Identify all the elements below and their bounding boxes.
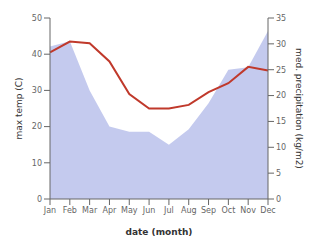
svg-text:Nov: Nov (240, 206, 256, 215)
svg-text:Mar: Mar (82, 206, 98, 215)
svg-text:date (month): date (month) (126, 227, 193, 237)
svg-text:40: 40 (32, 50, 42, 59)
svg-text:20: 20 (32, 122, 42, 131)
svg-text:30: 30 (276, 40, 286, 49)
svg-text:5: 5 (276, 169, 281, 178)
svg-text:30: 30 (32, 86, 42, 95)
svg-text:Jan: Jan (43, 206, 56, 215)
svg-text:Dec: Dec (260, 206, 275, 215)
svg-text:Jul: Jul (163, 206, 174, 215)
svg-text:med. precipitation (kg/m2): med. precipitation (kg/m2) (294, 48, 304, 169)
svg-text:0: 0 (276, 195, 281, 204)
svg-text:Apr: Apr (103, 206, 118, 215)
svg-text:Sep: Sep (201, 206, 216, 215)
svg-text:Aug: Aug (181, 206, 197, 215)
svg-text:10: 10 (32, 159, 42, 168)
svg-text:10: 10 (276, 143, 286, 152)
svg-text:Feb: Feb (63, 206, 77, 215)
svg-text:max temp (C): max temp (C) (14, 77, 24, 139)
svg-text:20: 20 (276, 91, 286, 100)
svg-text:Oct: Oct (221, 206, 235, 215)
svg-text:35: 35 (276, 14, 286, 23)
svg-text:25: 25 (276, 66, 286, 75)
svg-text:May: May (121, 206, 138, 215)
svg-text:50: 50 (32, 14, 42, 23)
svg-text:Jun: Jun (142, 206, 156, 215)
svg-text:0: 0 (37, 195, 42, 204)
svg-text:15: 15 (276, 117, 286, 126)
